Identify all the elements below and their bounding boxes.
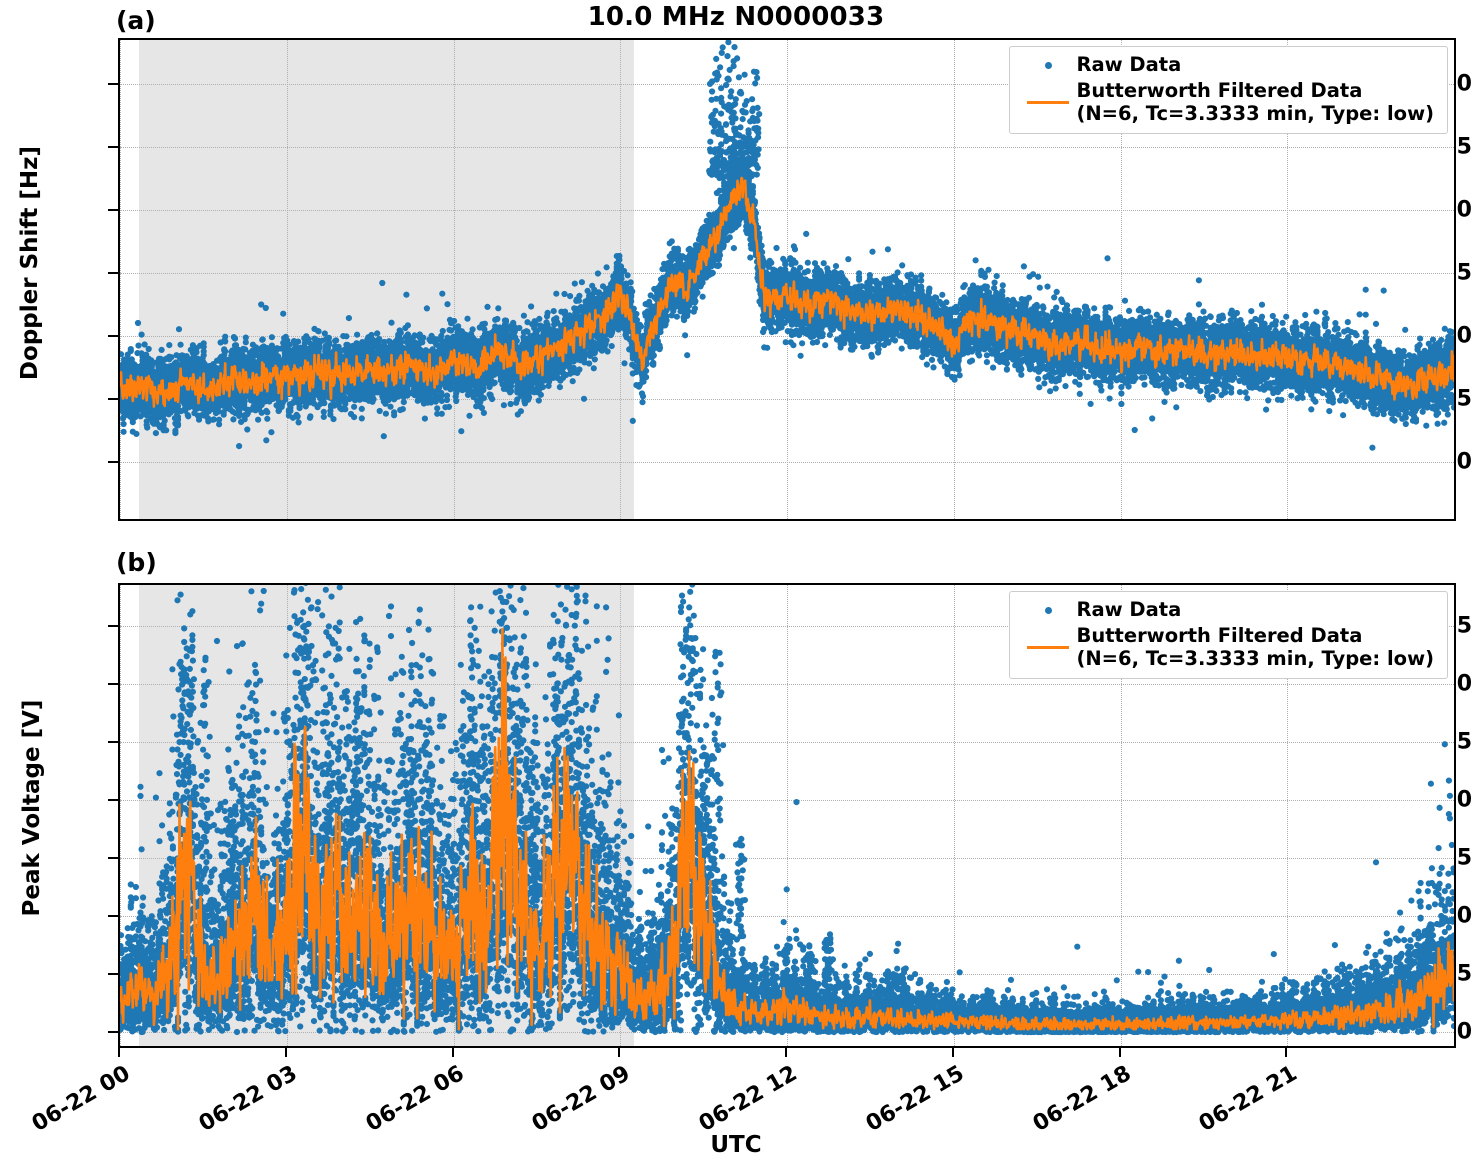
x-tick-mark [118,1048,120,1057]
y-tick-mark [108,83,118,85]
y-tick-mark [108,683,118,685]
filtered-data-line-icon [1020,101,1076,104]
panel-b-legend: Raw Data Butterworth Filtered Data (N=6,… [1009,591,1448,679]
legend-entry-raw-data: Raw Data [1020,599,1434,622]
x-tick-mark [285,1048,287,1057]
panel-a-doppler-shift: Raw Data Butterworth Filtered Data (N=6,… [118,38,1456,521]
legend-label-filtered-line1: Butterworth Filtered Data [1076,80,1434,103]
x-tick-mark [618,1048,620,1057]
x-tick-mark [1119,1048,1121,1057]
x-tick-mark [785,1048,787,1057]
filtered-data-line-icon [1020,646,1076,649]
legend-label-filtered-line2: (N=6, Tc=3.3333 min, Type: low) [1076,103,1434,126]
y-tick-mark [108,857,118,859]
x-tick-mark [452,1048,454,1057]
legend-entry-filtered-data: Butterworth Filtered Data (N=6, Tc=3.333… [1020,80,1434,126]
y-tick-mark [108,272,118,274]
raw-data-marker-icon [1020,62,1076,69]
legend-label-filtered-line2: (N=6, Tc=3.3333 min, Type: low) [1076,648,1434,671]
y-tick-mark [108,1031,118,1033]
x-tick-mark [952,1048,954,1057]
legend-label-raw-data: Raw Data [1076,54,1181,77]
x-axis-title: UTC [0,1132,1472,1158]
x-tick-mark [1285,1048,1287,1057]
figure-title: 10.0 MHz N0000033 [0,2,1472,32]
panel-a-legend: Raw Data Butterworth Filtered Data (N=6,… [1009,46,1448,134]
legend-label-raw-data: Raw Data [1076,599,1181,622]
y-tick-mark [108,146,118,148]
panel-a-label: (a) [116,6,156,35]
panel-a-y-axis-title: Doppler Shift [Hz] [17,133,43,393]
y-tick-mark [108,741,118,743]
y-tick-mark [108,915,118,917]
legend-entry-raw-data: Raw Data [1020,54,1434,77]
y-tick-mark [108,335,118,337]
y-tick-mark [108,799,118,801]
raw-data-marker-icon [1020,607,1076,614]
y-tick-mark [108,209,118,211]
panel-b-y-axis-title: Peak Voltage [V] [19,678,45,938]
legend-entry-filtered-data: Butterworth Filtered Data (N=6, Tc=3.333… [1020,625,1434,671]
y-tick-mark [108,973,118,975]
panel-b-label: (b) [116,548,157,577]
legend-label-filtered-line1: Butterworth Filtered Data [1076,625,1434,648]
panel-b-peak-voltage: Raw Data Butterworth Filtered Data (N=6,… [118,583,1456,1048]
y-tick-mark [108,461,118,463]
y-tick-mark [108,398,118,400]
y-tick-mark [108,625,118,627]
